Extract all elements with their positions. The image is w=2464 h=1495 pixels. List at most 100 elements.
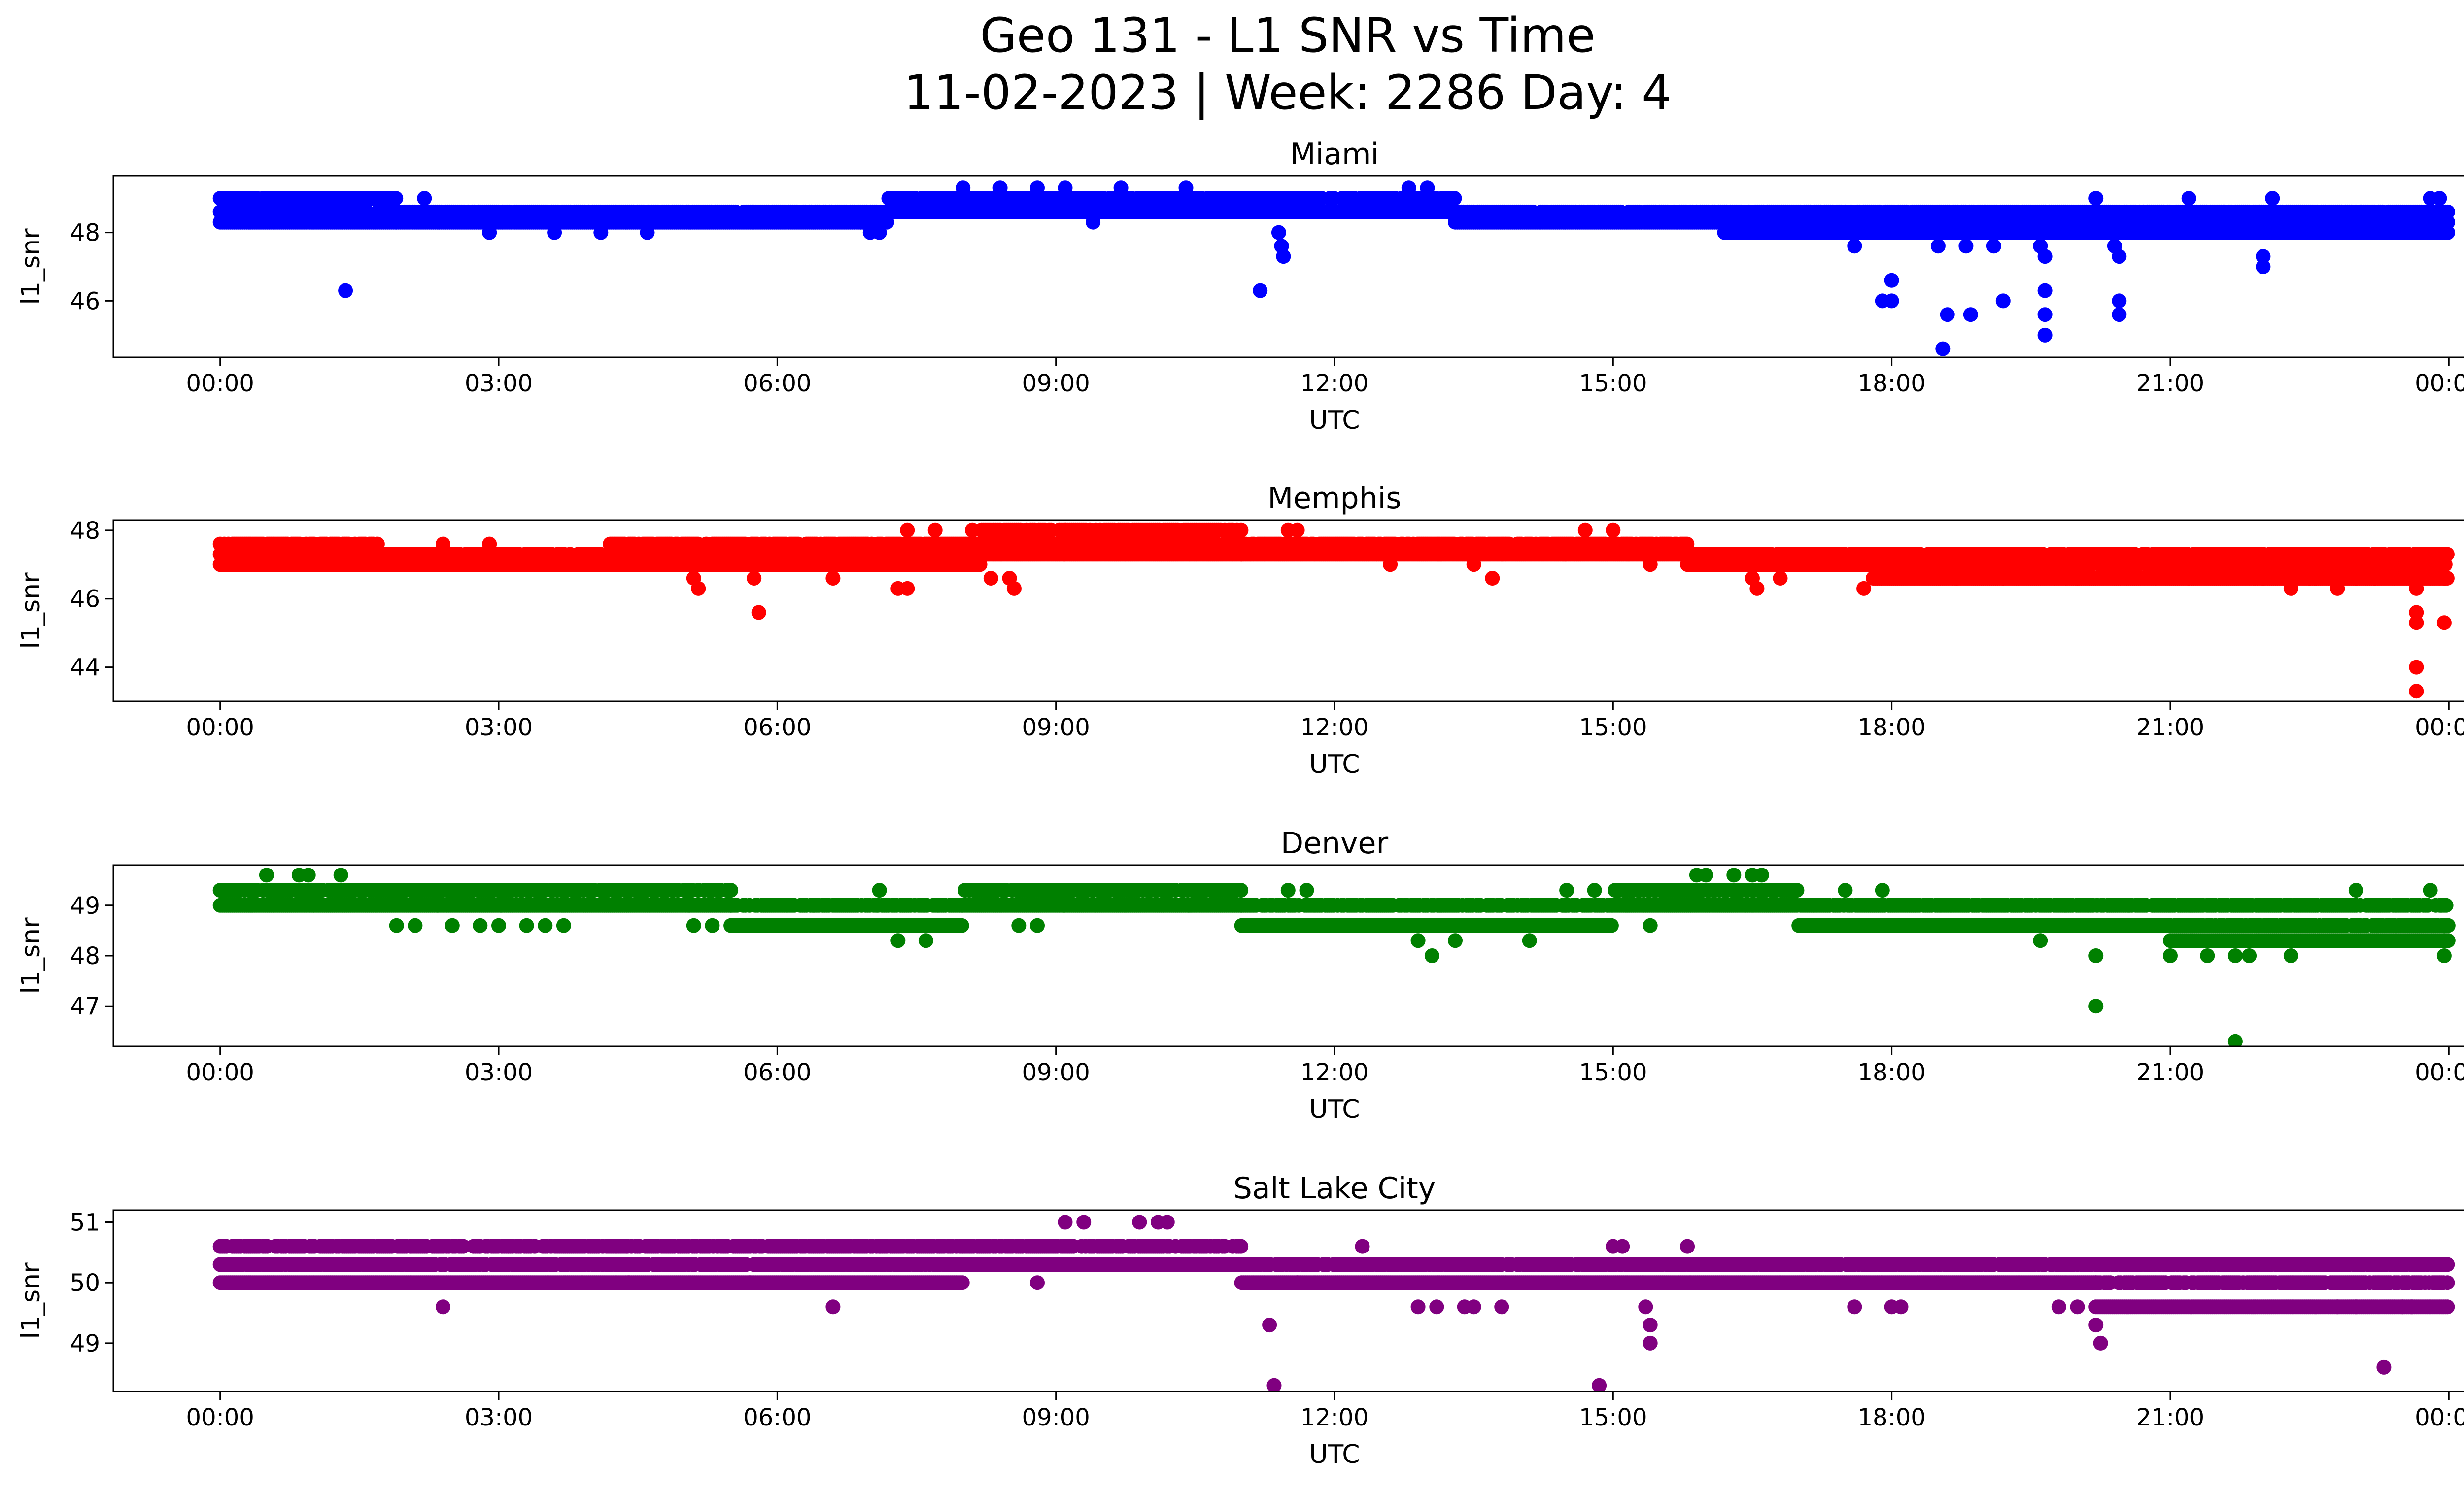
subplot-title-miami: Miami [1290, 137, 1379, 172]
data-point-miami-27 [1935, 341, 1951, 356]
x-tick-label-miami-4: 12:00 [1300, 370, 1369, 397]
y-tick-label-miami-0: 46 [70, 287, 100, 315]
data-point-memphis-11 [900, 522, 915, 538]
data-point-miami-37 [2037, 327, 2053, 343]
data-point-memphis-7 [751, 605, 766, 620]
data-point-miami-35 [2037, 283, 2053, 298]
data-point-miami-3 [547, 225, 562, 240]
data-point-memphis-5 [691, 581, 706, 596]
data-point-miami-43 [2181, 191, 2196, 206]
series-markers-miami [212, 180, 2455, 356]
data-point-miami-8 [872, 225, 887, 240]
data-point-miami-4 [593, 225, 609, 240]
data-point-memphis-14 [983, 571, 998, 586]
x-tick-label-miami-6: 18:00 [1857, 370, 1925, 397]
data-point-miami-15 [1178, 180, 1194, 196]
data-point-miami-30 [1963, 307, 1978, 322]
data-point-miami-34 [2037, 249, 2053, 264]
x-tick-label-miami-3: 09:00 [1022, 370, 1090, 397]
data-point-miami-9 [956, 180, 971, 196]
data-point-memphis-22 [1485, 571, 1500, 586]
data-point-miami-44 [2256, 249, 2271, 264]
y-axis-label-miami: l1_snr [16, 228, 46, 305]
y-tick-label-miami-1: 48 [70, 219, 100, 247]
data-point-miami-band [388, 191, 404, 206]
data-point-miami-38 [2088, 191, 2104, 206]
data-point-miami-6 [854, 214, 868, 230]
data-point-miami-46 [2265, 191, 2280, 206]
series-markers-memphis [212, 522, 2455, 699]
data-point-miami-16 [1253, 283, 1268, 298]
figure-title-line-2: 11-02-2023 | Week: 2286 Day: 4 [903, 65, 1672, 120]
data-point-memphis-17 [1058, 522, 1073, 538]
data-point-memphis-2 [482, 536, 497, 552]
data-point-memphis-28 [1773, 571, 1788, 586]
data-point-memphis-21 [1466, 557, 1481, 572]
data-point-miami-band [360, 204, 375, 219]
data-point-memphis-23 [1577, 522, 1593, 538]
data-point-miami-41 [2112, 293, 2127, 309]
data-point-memphis-24 [1606, 522, 1621, 538]
data-point-memphis-31 [2070, 571, 2085, 586]
data-point-memphis-8 [825, 571, 841, 586]
data-point-miami-25 [1884, 273, 1899, 288]
data-point-miami-28 [1940, 307, 1955, 322]
data-point-memphis-1 [436, 536, 450, 552]
data-point-miami-5 [640, 225, 655, 240]
subplots: Miami 00:00 03:00 06:00 09:00 12:00 15:00 18:00… [16, 137, 2464, 1469]
data-point-miami-band [2440, 204, 2455, 219]
data-point-miami-45 [2256, 259, 2271, 274]
data-point-miami-31 [1986, 239, 2001, 254]
data-point-miami-21 [1420, 180, 1435, 196]
data-point-miami-1 [417, 191, 432, 206]
data-point-memphis-0 [240, 557, 256, 572]
data-point-memphis-16 [1006, 581, 1022, 596]
x-tick-label-miami-2: 06:00 [743, 370, 811, 397]
data-point-memphis-band [1233, 522, 1249, 538]
subplot-miami: Miami 00:00 03:00 06:00 09:00 12:00 15:00 18:00… [16, 137, 2464, 435]
x-tick-label-miami-5: 15:00 [1579, 370, 1647, 397]
data-point-miami-40 [2112, 249, 2127, 264]
x-tick-label-miami-8: 00:00 [2415, 370, 2464, 397]
x-tick-label-miami-1: 03:00 [465, 370, 533, 397]
data-point-memphis-13 [965, 522, 980, 538]
figure-title: Geo 131 - L1 SNR vs Time 11-02-2023 | We… [0, 7, 2464, 121]
subplot-title-memphis: Memphis [1267, 481, 1401, 516]
data-point-miami-13 [1086, 214, 1101, 230]
data-point-memphis-3 [658, 557, 674, 572]
data-point-memphis-20 [1383, 557, 1398, 572]
data-point-miami-11 [1030, 180, 1045, 196]
data-point-memphis-6 [747, 571, 762, 586]
data-point-memphis-band [2439, 547, 2455, 562]
data-point-miami-0 [338, 283, 353, 298]
data-point-miami-2 [482, 225, 497, 240]
data-point-miami-32 [1995, 293, 2011, 309]
data-point-miami-band [1447, 191, 1462, 206]
data-point-miami-10 [992, 180, 1008, 196]
x-tick-label-miami-7: 21:00 [2136, 370, 2204, 397]
data-point-memphis-25 [1643, 557, 1658, 572]
data-point-miami-20 [1401, 180, 1416, 196]
data-point-memphis-27 [1749, 581, 1765, 596]
data-point-miami-24 [1884, 293, 1899, 309]
data-point-memphis-29 [1856, 581, 1872, 596]
data-point-miami-42 [2112, 307, 2127, 322]
data-point-miami-22 [1847, 239, 1862, 254]
data-point-miami-36 [2037, 307, 2053, 322]
x-axis-label-miami: UTC [1309, 406, 1360, 435]
data-point-memphis-10 [900, 581, 915, 596]
data-point-miami-17 [1271, 225, 1286, 240]
data-point-miami-26 [1930, 239, 1946, 254]
data-point-memphis-19 [1290, 522, 1305, 538]
data-point-miami-48 [2432, 191, 2447, 206]
data-point-miami-19 [1276, 249, 1291, 264]
data-point-memphis-12 [927, 522, 943, 538]
data-point-miami-12 [1058, 180, 1073, 196]
data-point-miami-29 [1958, 239, 1974, 254]
data-point-miami-14 [1113, 180, 1129, 196]
x-tick-label-miami-0: 00:00 [186, 370, 254, 397]
data-point-memphis-30 [1949, 571, 1964, 586]
figure-title-line-1: Geo 131 - L1 SNR vs Time [980, 8, 1596, 63]
